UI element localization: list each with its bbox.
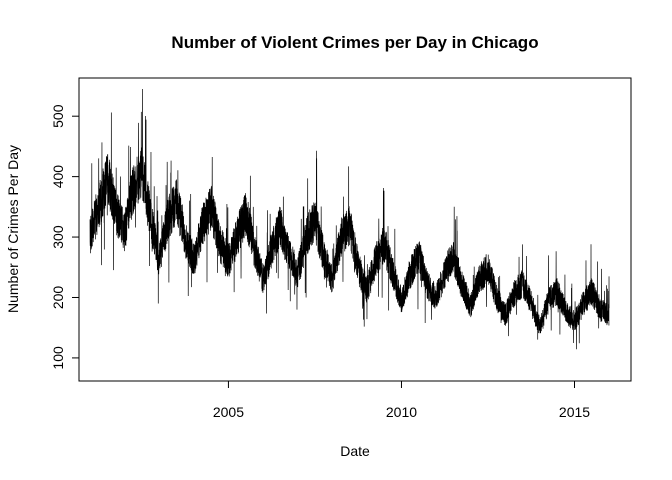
x-axis-label: Date — [340, 443, 370, 459]
series-line — [89, 88, 610, 350]
y-axis-label: Number of Crimes Per Day — [5, 145, 21, 313]
y-tick-label: 200 — [50, 286, 66, 310]
x-axis: 2005 2010 2015 — [213, 380, 590, 420]
y-axis: 100 200 300 400 500 — [50, 104, 80, 370]
y-tick-label: 100 — [50, 346, 66, 370]
y-tick-label: 500 — [50, 104, 66, 128]
y-tick-label: 300 — [50, 225, 66, 249]
x-tick-label: 2015 — [559, 404, 590, 420]
chart-title: Number of Violent Crimes per Day in Chic… — [171, 33, 538, 52]
y-tick-label: 400 — [50, 165, 66, 189]
x-tick-label: 2005 — [213, 404, 244, 420]
series-layer — [89, 88, 610, 350]
x-tick-label: 2010 — [386, 404, 417, 420]
